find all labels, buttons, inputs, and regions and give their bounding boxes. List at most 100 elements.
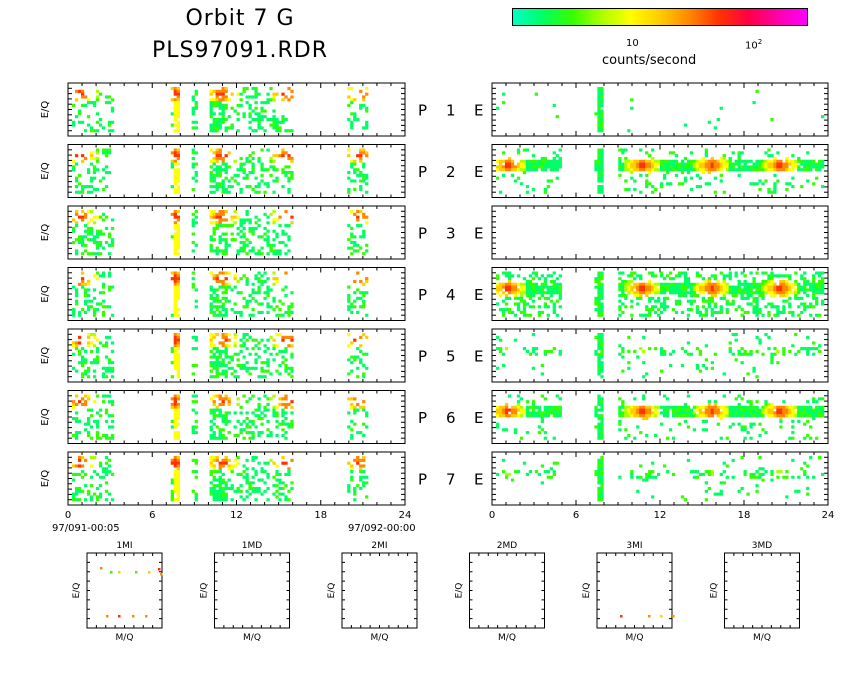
heat-cell	[513, 179, 518, 183]
heat-cell	[215, 408, 219, 412]
heat-cell	[353, 338, 357, 342]
heat-cell	[362, 215, 366, 219]
heat-cell	[104, 436, 109, 440]
heat-cell	[543, 190, 547, 194]
heat-cell	[233, 344, 237, 348]
heat-cell	[347, 154, 351, 158]
heat-cell	[194, 179, 198, 183]
heat-cell	[362, 151, 366, 155]
heat-cell	[215, 103, 219, 107]
heat-cell	[725, 162, 729, 166]
heat-cell	[287, 422, 291, 426]
heat-cell	[236, 252, 240, 256]
heat-cell	[227, 179, 231, 183]
heat-cell	[552, 288, 556, 292]
heat-cell	[785, 156, 789, 161]
heat-cell	[212, 344, 216, 348]
heat-cell	[194, 458, 198, 462]
heat-cell	[642, 394, 646, 398]
heat-cell	[594, 279, 598, 284]
heat-cell	[248, 294, 252, 298]
heat-cell	[758, 310, 762, 314]
heat-cell	[86, 294, 91, 298]
heat-cell	[266, 215, 270, 219]
heat-cell	[803, 165, 807, 169]
heat-cell	[686, 165, 691, 169]
heat-cell	[800, 408, 804, 412]
heat-cell	[224, 154, 228, 158]
heat-cell	[662, 176, 667, 180]
heat-cell	[677, 282, 682, 286]
heat-cell	[251, 419, 255, 423]
heat-cell	[531, 277, 536, 281]
heat-cell	[552, 405, 556, 409]
heat-cell	[767, 291, 771, 295]
heat-cell	[221, 282, 225, 286]
heat-cell	[624, 187, 628, 191]
heat-cell	[782, 411, 786, 415]
heat-cell	[680, 162, 685, 166]
heat-cell	[353, 422, 357, 426]
heat-cell	[209, 486, 213, 491]
heat-cell	[680, 165, 685, 169]
heat-cell	[549, 291, 553, 295]
heat-cell	[651, 305, 655, 309]
heat-cell	[749, 182, 753, 186]
heat-cell	[362, 98, 366, 102]
heat-cell	[221, 224, 225, 228]
heat-cell	[224, 246, 228, 250]
heat-cell	[89, 151, 94, 155]
heat-cell	[173, 400, 177, 404]
heat-cell	[359, 235, 363, 239]
heat-cell	[281, 171, 285, 175]
heat-cell	[110, 361, 115, 365]
heat-cell	[734, 308, 738, 312]
heat-cell	[770, 288, 774, 292]
heat-cell	[365, 176, 369, 180]
heat-cell	[522, 159, 527, 163]
heat-cell	[221, 271, 225, 275]
heat-cell	[257, 291, 261, 295]
heat-cell	[101, 467, 106, 471]
heat-cell	[224, 243, 228, 247]
heat-cell	[803, 288, 807, 292]
heat-cell	[743, 414, 747, 418]
heat-cell	[359, 335, 363, 339]
heat-cell	[752, 305, 756, 309]
heat-cell	[92, 165, 97, 169]
heat-cell	[218, 185, 222, 189]
heat-cell	[764, 400, 768, 404]
heat-cell	[710, 296, 714, 300]
heat-cell	[731, 151, 735, 155]
heat-cell	[254, 414, 258, 418]
heat-cell	[215, 171, 219, 175]
heat-cell	[764, 411, 768, 415]
heat-cell	[597, 162, 601, 166]
heat-cell	[173, 252, 177, 256]
heat-cell	[221, 436, 225, 440]
heat-cell	[92, 187, 97, 191]
heat-cell	[522, 313, 527, 317]
heat-cell	[504, 308, 509, 312]
heat-cell	[257, 341, 261, 345]
heat-cell	[215, 165, 219, 169]
heat-cell	[83, 310, 88, 314]
heat-cell	[779, 417, 783, 421]
heat-cell	[176, 366, 180, 370]
heat-cell	[519, 397, 524, 401]
heat-cell	[651, 414, 655, 418]
heat-cell	[651, 285, 655, 289]
heat-cell	[725, 310, 729, 314]
heat-cell	[785, 291, 789, 295]
heat-cell	[176, 120, 180, 124]
heat-cell	[269, 243, 273, 247]
heat-cell	[359, 185, 363, 189]
heat-cell	[107, 470, 112, 474]
heat-cell	[194, 338, 198, 342]
heat-cell	[230, 486, 234, 491]
heat-cell	[95, 308, 100, 312]
heat-cell	[72, 226, 76, 230]
heat-cell	[72, 229, 76, 233]
heat-cell	[353, 279, 357, 284]
heat-cell	[72, 495, 76, 499]
